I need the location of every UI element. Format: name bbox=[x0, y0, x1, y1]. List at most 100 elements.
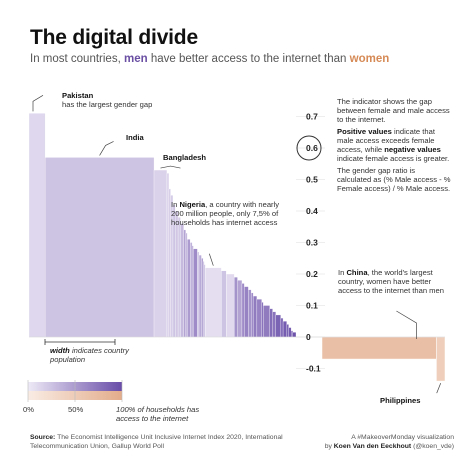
country-bar bbox=[256, 299, 262, 338]
annotation-bangladesh: Bangladesh bbox=[163, 153, 206, 162]
explain-positive-label: Positive values bbox=[337, 127, 392, 136]
page-title: The digital divide bbox=[30, 26, 198, 49]
country-bar bbox=[183, 229, 186, 338]
country-bar bbox=[263, 305, 270, 338]
color-legend bbox=[27, 380, 123, 402]
country-bar bbox=[282, 321, 287, 338]
footer-credit-line1: A #MakeoverMonday visualization bbox=[351, 434, 454, 441]
footer-credit-handle: (@koen_vde) bbox=[411, 442, 454, 450]
annotation-china-pre: In bbox=[338, 268, 347, 277]
bar-bangladesh bbox=[153, 169, 168, 338]
annotation-india-name: India bbox=[126, 133, 144, 142]
legend-label-0: 0% bbox=[23, 405, 34, 414]
y-tick-label: 0 bbox=[306, 332, 311, 342]
pointer-india bbox=[99, 141, 114, 156]
bars-group bbox=[28, 113, 446, 382]
pointer-pakistan bbox=[32, 95, 44, 112]
y-tick-label: 0.3 bbox=[306, 238, 318, 248]
annotation-pakistan-name: Pakistan bbox=[62, 91, 94, 100]
country-bar bbox=[288, 327, 292, 338]
y-tick-label: -0.1 bbox=[306, 364, 321, 374]
country-bar bbox=[226, 273, 235, 338]
example-value-circle bbox=[296, 135, 322, 161]
annotation-pakistan: Pakistan has the largest gender gap bbox=[62, 91, 202, 109]
pointer-philippines bbox=[436, 382, 442, 394]
country-bar bbox=[280, 317, 284, 338]
country-bar bbox=[202, 261, 205, 338]
country-bar bbox=[248, 289, 252, 338]
bar-china bbox=[321, 336, 437, 360]
country-bar bbox=[272, 311, 276, 338]
pointer-nigeria bbox=[208, 253, 214, 266]
country-bar bbox=[292, 332, 297, 338]
footer-credit: A #MakeoverMonday visualization by Koen V… bbox=[325, 434, 454, 451]
width-legend-rest: indicates country population bbox=[50, 346, 129, 364]
pointer-china bbox=[396, 310, 417, 339]
legend-label-100: 100% of households has access to the int… bbox=[116, 405, 200, 423]
explain-p2-text: indicate that male access exceeds female… bbox=[337, 127, 435, 154]
footer-credit-by: by bbox=[324, 442, 334, 450]
subtitle-men: men bbox=[123, 53, 148, 65]
country-bar bbox=[175, 210, 179, 338]
annotation-pakistan-text: has the largest gender gap bbox=[62, 100, 153, 109]
country-bar bbox=[234, 276, 238, 338]
y-tick-label: 0.2 bbox=[306, 269, 318, 279]
bar-philippines bbox=[436, 336, 446, 382]
annotation-nigeria: In Nigeria, a country with nearly 200 mi… bbox=[171, 200, 291, 227]
annotation-nigeria-name: Nigeria bbox=[179, 200, 206, 209]
country-bar bbox=[269, 308, 273, 338]
explain-p1: The indicator shows the gap between fema… bbox=[337, 97, 450, 124]
annotation-india: India bbox=[126, 133, 144, 142]
pointer-bangladesh bbox=[160, 165, 181, 169]
country-bar bbox=[251, 292, 254, 338]
bar-nigeria bbox=[205, 267, 222, 338]
country-bar bbox=[201, 258, 204, 338]
width-legend-bold: width bbox=[50, 346, 70, 355]
country-bar bbox=[180, 223, 184, 338]
country-bar bbox=[286, 324, 289, 338]
bar-india bbox=[44, 157, 155, 338]
explain-p2: Positive values indicate that male acces… bbox=[337, 127, 451, 163]
country-bar bbox=[221, 270, 227, 338]
country-bar bbox=[198, 254, 202, 338]
country-bar bbox=[190, 242, 193, 338]
y-tick-label: 0.7 bbox=[306, 112, 318, 122]
country-bar bbox=[192, 245, 194, 338]
explain-p4: The gender gap ratio is calculated as (%… bbox=[337, 166, 451, 193]
country-bar bbox=[187, 239, 191, 338]
y-tick-label: 0.6 bbox=[306, 143, 318, 153]
annotation-nigeria-pre: In bbox=[171, 200, 180, 209]
country-bar bbox=[253, 295, 258, 338]
country-bar bbox=[275, 314, 281, 338]
explain-negative-label: negative values bbox=[384, 145, 441, 154]
country-bar bbox=[193, 248, 198, 338]
y-axis-ticks: 0.7 0.6 0.5 0.4 0.3 0.2 0.1 0 -0.1 bbox=[296, 112, 325, 374]
page-subtitle: In most countries, men have better acces… bbox=[30, 53, 389, 65]
width-legend-text: width indicates country population bbox=[50, 346, 140, 364]
subtitle-women: women bbox=[349, 53, 390, 65]
country-bar bbox=[261, 302, 264, 338]
annotation-bangladesh-name: Bangladesh bbox=[163, 153, 207, 162]
explain-p3-text: indicate female access is greater. bbox=[337, 154, 450, 163]
subtitle-part: In most countries, bbox=[30, 53, 124, 65]
y-tick-label: 0.4 bbox=[306, 206, 318, 216]
explain-box: The indicator shows the gap between fema… bbox=[337, 97, 451, 193]
annotation-nigeria-post: , a country with nearly 200 million peop… bbox=[171, 200, 280, 227]
annotation-china: In China, the world's largest country, w… bbox=[338, 268, 452, 295]
annotation-philippines-name: Philippines bbox=[380, 396, 421, 405]
legend-label-50: 50% bbox=[68, 405, 84, 414]
bar-pakistan bbox=[28, 113, 46, 338]
footer-source-label: Source: bbox=[30, 434, 56, 441]
country-bar bbox=[291, 330, 293, 338]
footer-credit-name: Koen Van den Eeckhout bbox=[333, 442, 412, 450]
footer-source: Source: The Economist Intelligence Unit … bbox=[30, 434, 290, 451]
country-bar bbox=[177, 217, 181, 338]
subtitle-part: have better access to the internet than bbox=[147, 53, 350, 65]
annotation-philippines: Philippines bbox=[380, 396, 421, 405]
country-bar bbox=[185, 232, 188, 338]
country-bar bbox=[197, 251, 200, 338]
annotation-china-post: , the world's largest country, women hav… bbox=[338, 268, 444, 295]
annotation-lines bbox=[32, 95, 442, 394]
y-tick-label: 0.1 bbox=[306, 301, 318, 311]
